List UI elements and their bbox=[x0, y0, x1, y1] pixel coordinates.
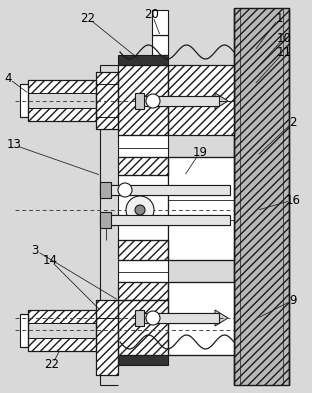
Text: 1: 1 bbox=[275, 11, 283, 24]
Polygon shape bbox=[215, 310, 228, 326]
Text: 22: 22 bbox=[80, 11, 95, 24]
Bar bbox=[135, 310, 144, 326]
Bar bbox=[100, 182, 111, 198]
Bar bbox=[234, 8, 289, 385]
Bar bbox=[118, 157, 168, 175]
Bar bbox=[118, 135, 168, 157]
Bar bbox=[28, 338, 96, 351]
Bar bbox=[28, 310, 96, 351]
Text: 10: 10 bbox=[276, 31, 291, 44]
Text: 20: 20 bbox=[144, 7, 159, 20]
Bar bbox=[118, 157, 168, 175]
Bar bbox=[100, 212, 111, 228]
Text: 4: 4 bbox=[4, 72, 12, 84]
Text: 2: 2 bbox=[289, 116, 297, 129]
Bar bbox=[20, 314, 28, 347]
Text: 16: 16 bbox=[285, 193, 300, 206]
Text: 11: 11 bbox=[276, 46, 291, 59]
Text: 3: 3 bbox=[31, 244, 39, 257]
Bar bbox=[28, 80, 96, 93]
Bar bbox=[118, 282, 168, 300]
Bar bbox=[118, 260, 168, 282]
Bar bbox=[168, 65, 234, 135]
Text: 9: 9 bbox=[289, 294, 297, 307]
Bar bbox=[96, 300, 118, 375]
Bar bbox=[118, 65, 168, 135]
Text: 19: 19 bbox=[193, 145, 207, 158]
Bar bbox=[100, 185, 230, 195]
Bar bbox=[118, 355, 168, 365]
Bar bbox=[234, 8, 289, 385]
Bar bbox=[168, 65, 234, 135]
Bar bbox=[118, 282, 168, 300]
Bar bbox=[20, 84, 28, 117]
Text: 13: 13 bbox=[7, 138, 22, 151]
Bar bbox=[28, 80, 96, 121]
Bar bbox=[118, 175, 168, 240]
Polygon shape bbox=[215, 93, 228, 109]
Bar bbox=[118, 65, 168, 135]
Bar bbox=[96, 72, 118, 129]
Bar bbox=[118, 240, 168, 260]
Bar bbox=[152, 35, 168, 55]
Bar bbox=[118, 55, 168, 65]
Bar bbox=[100, 215, 230, 225]
Bar bbox=[135, 93, 144, 109]
Circle shape bbox=[146, 311, 160, 325]
Bar bbox=[168, 282, 234, 355]
Circle shape bbox=[135, 205, 145, 215]
Bar bbox=[96, 72, 118, 129]
Circle shape bbox=[126, 196, 154, 224]
Circle shape bbox=[118, 183, 132, 197]
Bar bbox=[168, 157, 234, 260]
Bar bbox=[28, 108, 96, 121]
Bar bbox=[144, 313, 219, 323]
Bar bbox=[144, 96, 219, 106]
Bar bbox=[28, 310, 96, 323]
Bar bbox=[118, 300, 168, 355]
Text: 14: 14 bbox=[42, 253, 57, 266]
Text: 22: 22 bbox=[45, 358, 60, 371]
Bar bbox=[118, 240, 168, 260]
Circle shape bbox=[146, 94, 160, 108]
Bar bbox=[118, 300, 168, 355]
Bar bbox=[96, 300, 118, 375]
Bar bbox=[152, 10, 168, 35]
